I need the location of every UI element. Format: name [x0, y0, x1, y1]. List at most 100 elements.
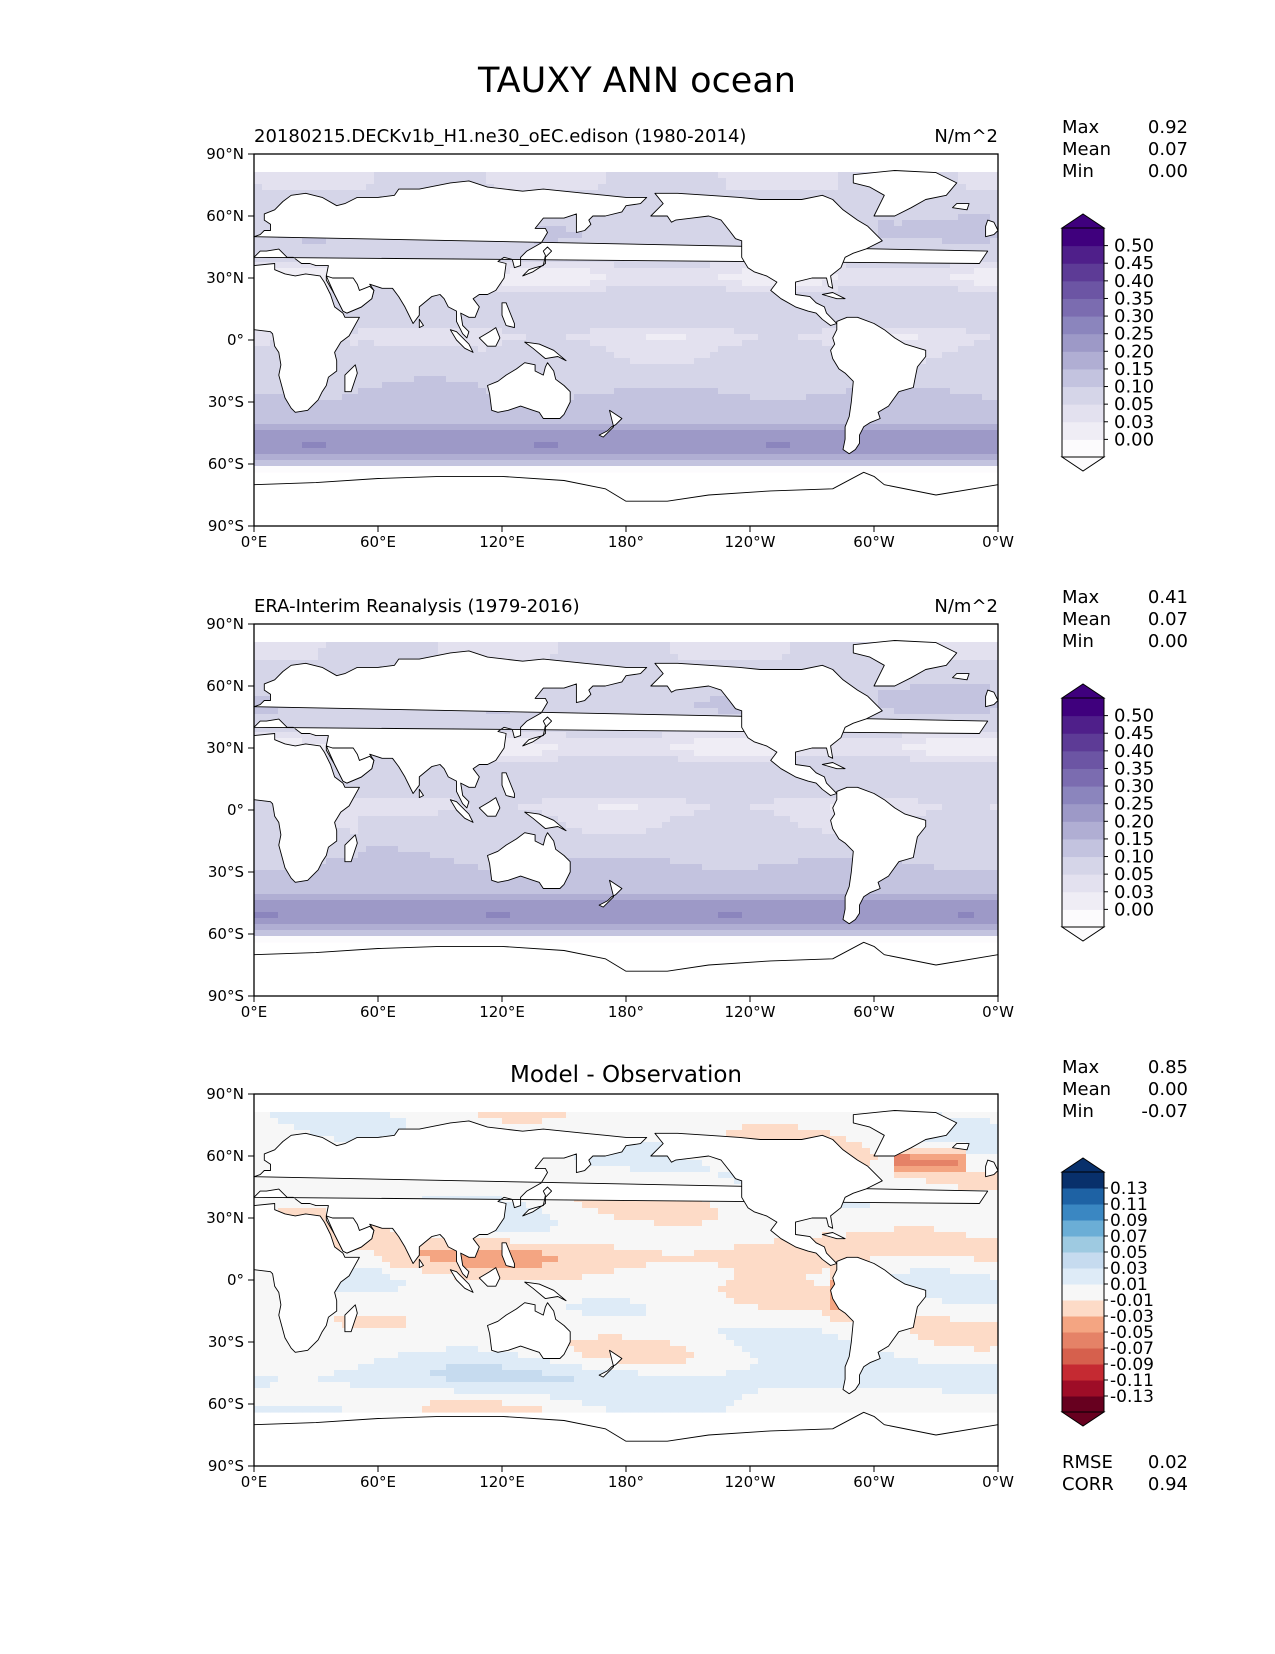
- field-cell: [758, 388, 767, 395]
- field-cell: [542, 280, 551, 287]
- field-cell: [526, 316, 535, 323]
- field-cell: [758, 648, 767, 655]
- field-cell: [614, 178, 623, 185]
- field-cell: [718, 466, 727, 473]
- field-cell: [382, 334, 391, 341]
- field-cell: [574, 388, 583, 395]
- field-cell: [566, 298, 575, 305]
- field-cell: [478, 424, 487, 431]
- field-cell: [878, 430, 887, 437]
- field-cell: [446, 250, 455, 257]
- field-cell: [958, 280, 967, 287]
- field-cell: [326, 654, 335, 661]
- field-cell: [318, 442, 327, 449]
- field-cell: [982, 394, 991, 401]
- field-cell: [918, 388, 927, 395]
- field-cell: [550, 304, 559, 311]
- field-cell: [262, 430, 271, 437]
- field-cell: [806, 412, 815, 419]
- field-cell: [846, 310, 855, 317]
- field-cell: [486, 346, 495, 353]
- field-cell: [678, 286, 687, 293]
- field-cell: [750, 358, 759, 365]
- field-cell: [814, 334, 823, 341]
- field-cell: [814, 448, 823, 455]
- field-cell: [926, 442, 935, 449]
- field-cell: [662, 184, 671, 191]
- field-cell: [982, 346, 991, 353]
- field-cell: [622, 466, 631, 473]
- field-cell: [910, 226, 919, 233]
- field-cell: [350, 648, 359, 655]
- field-cell: [422, 334, 431, 341]
- field-cell: [814, 376, 823, 383]
- field-cell: [454, 406, 463, 413]
- field-cell: [734, 454, 743, 461]
- field-cell: [590, 232, 599, 239]
- field-cell: [942, 442, 951, 449]
- field-cell: [974, 190, 983, 197]
- field-cell: [830, 648, 839, 655]
- field-cell: [830, 376, 839, 383]
- field-cell: [902, 310, 911, 317]
- field-cell: [638, 418, 647, 425]
- field-cell: [470, 382, 479, 389]
- field-cell: [966, 214, 975, 221]
- field-cell: [966, 376, 975, 383]
- field-cell: [966, 466, 975, 473]
- field-cell: [662, 364, 671, 371]
- field-cell: [774, 322, 783, 329]
- field-cell: [254, 358, 263, 365]
- field-cell: [582, 382, 591, 389]
- field-cell: [806, 364, 815, 371]
- field-cell: [526, 352, 535, 359]
- field-cell: [718, 418, 727, 425]
- field-cell: [590, 364, 599, 371]
- field-cell: [982, 358, 991, 365]
- field-cell: [990, 436, 999, 443]
- field-cell: [742, 406, 751, 413]
- field-cell: [630, 370, 639, 377]
- field-cell: [766, 406, 775, 413]
- field-cell: [678, 184, 687, 191]
- field-cell: [574, 304, 583, 311]
- field-cell: [606, 442, 615, 449]
- field-cell: [398, 316, 407, 323]
- field-cell: [870, 286, 879, 293]
- field-cell: [566, 358, 575, 365]
- field-cell: [446, 424, 455, 431]
- field-cell: [646, 274, 655, 281]
- field-cell: [254, 352, 263, 359]
- field-cell: [558, 286, 567, 293]
- field-cell: [414, 418, 423, 425]
- field-cell: [934, 304, 943, 311]
- field-cell: [334, 466, 343, 473]
- field-cell: [518, 648, 527, 655]
- field-cell: [934, 340, 943, 347]
- field-cell: [542, 430, 551, 437]
- field-cell: [542, 298, 551, 305]
- field-cell: [822, 184, 831, 191]
- field-cell: [766, 340, 775, 347]
- field-cell: [910, 400, 919, 407]
- field-cell: [702, 292, 711, 299]
- field-cell: [414, 370, 423, 377]
- field-cell: [710, 178, 719, 185]
- field-cell: [326, 400, 335, 407]
- field-cell: [734, 648, 743, 655]
- field-cell: [726, 460, 735, 467]
- field-cell: [718, 238, 727, 245]
- field-cell: [774, 400, 783, 407]
- field-cell: [982, 424, 991, 431]
- field-cell: [502, 466, 511, 473]
- field-cell: [446, 244, 455, 251]
- field-cell: [750, 310, 759, 317]
- field-cell: [654, 184, 663, 191]
- field-cell: [526, 280, 535, 287]
- field-cell: [950, 412, 959, 419]
- field-cell: [702, 232, 711, 239]
- field-cell: [262, 352, 271, 359]
- field-cell: [822, 382, 831, 389]
- field-cell: [422, 250, 431, 257]
- field-cell: [702, 172, 711, 179]
